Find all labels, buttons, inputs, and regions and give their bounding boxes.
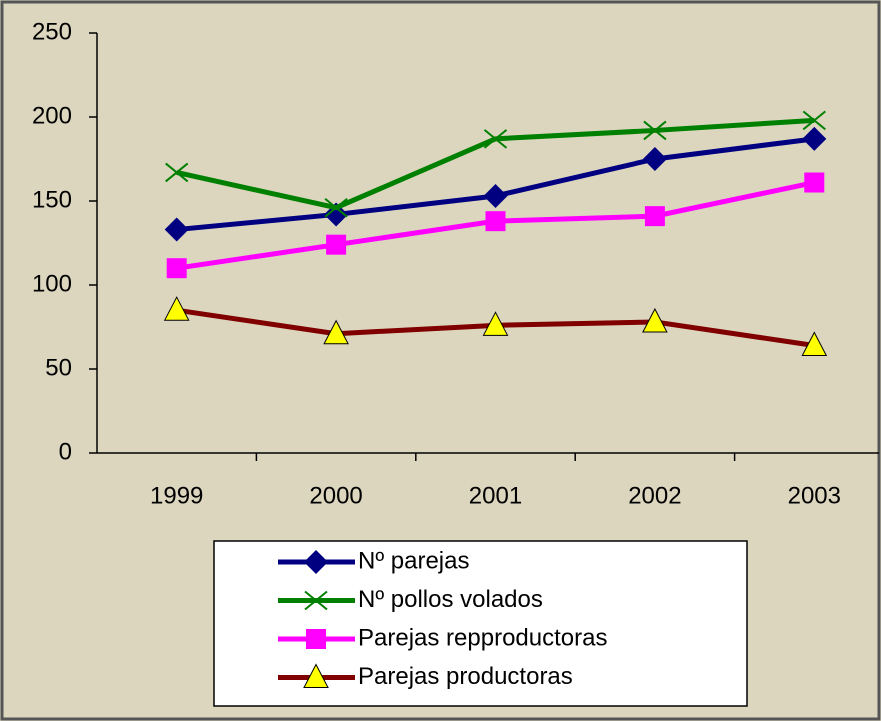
marker bbox=[483, 183, 508, 208]
legend-label: Parejas productoras bbox=[358, 663, 573, 690]
marker bbox=[642, 147, 667, 171]
marker bbox=[644, 206, 665, 227]
marker bbox=[324, 197, 348, 218]
x-tick-label: 2001 bbox=[469, 482, 522, 509]
x-tick-label: 2000 bbox=[309, 482, 362, 509]
marker bbox=[483, 129, 508, 149]
marker bbox=[326, 234, 347, 255]
y-tick-label: 100 bbox=[32, 270, 72, 297]
marker bbox=[801, 331, 828, 356]
marker bbox=[166, 258, 187, 279]
x-tick-label: 2003 bbox=[788, 482, 841, 509]
legend-marker bbox=[306, 629, 326, 649]
marker bbox=[643, 120, 667, 141]
marker bbox=[485, 211, 506, 232]
legend-label: Nº parejas bbox=[358, 547, 469, 574]
legend-marker bbox=[304, 550, 328, 574]
y-tick-label: 200 bbox=[32, 102, 72, 129]
marker bbox=[323, 319, 349, 345]
x-tick-label: 1999 bbox=[150, 482, 203, 509]
legend-marker bbox=[304, 590, 328, 611]
legend-marker bbox=[303, 663, 329, 688]
x-tick-label: 2002 bbox=[628, 482, 681, 509]
legend-label: Nº pollos volados bbox=[358, 586, 543, 613]
marker bbox=[164, 217, 189, 242]
marker bbox=[802, 126, 827, 151]
marker bbox=[642, 307, 668, 333]
y-tick-label: 150 bbox=[32, 186, 72, 213]
marker bbox=[804, 172, 825, 193]
y-tick-label: 50 bbox=[45, 354, 72, 381]
marker bbox=[165, 162, 189, 183]
legend-label: Parejas repproductoras bbox=[358, 624, 607, 651]
marker bbox=[482, 311, 509, 336]
y-tick-label: 0 bbox=[59, 438, 72, 465]
marker bbox=[802, 110, 826, 131]
y-tick-label: 250 bbox=[32, 18, 72, 45]
marker bbox=[163, 296, 190, 321]
